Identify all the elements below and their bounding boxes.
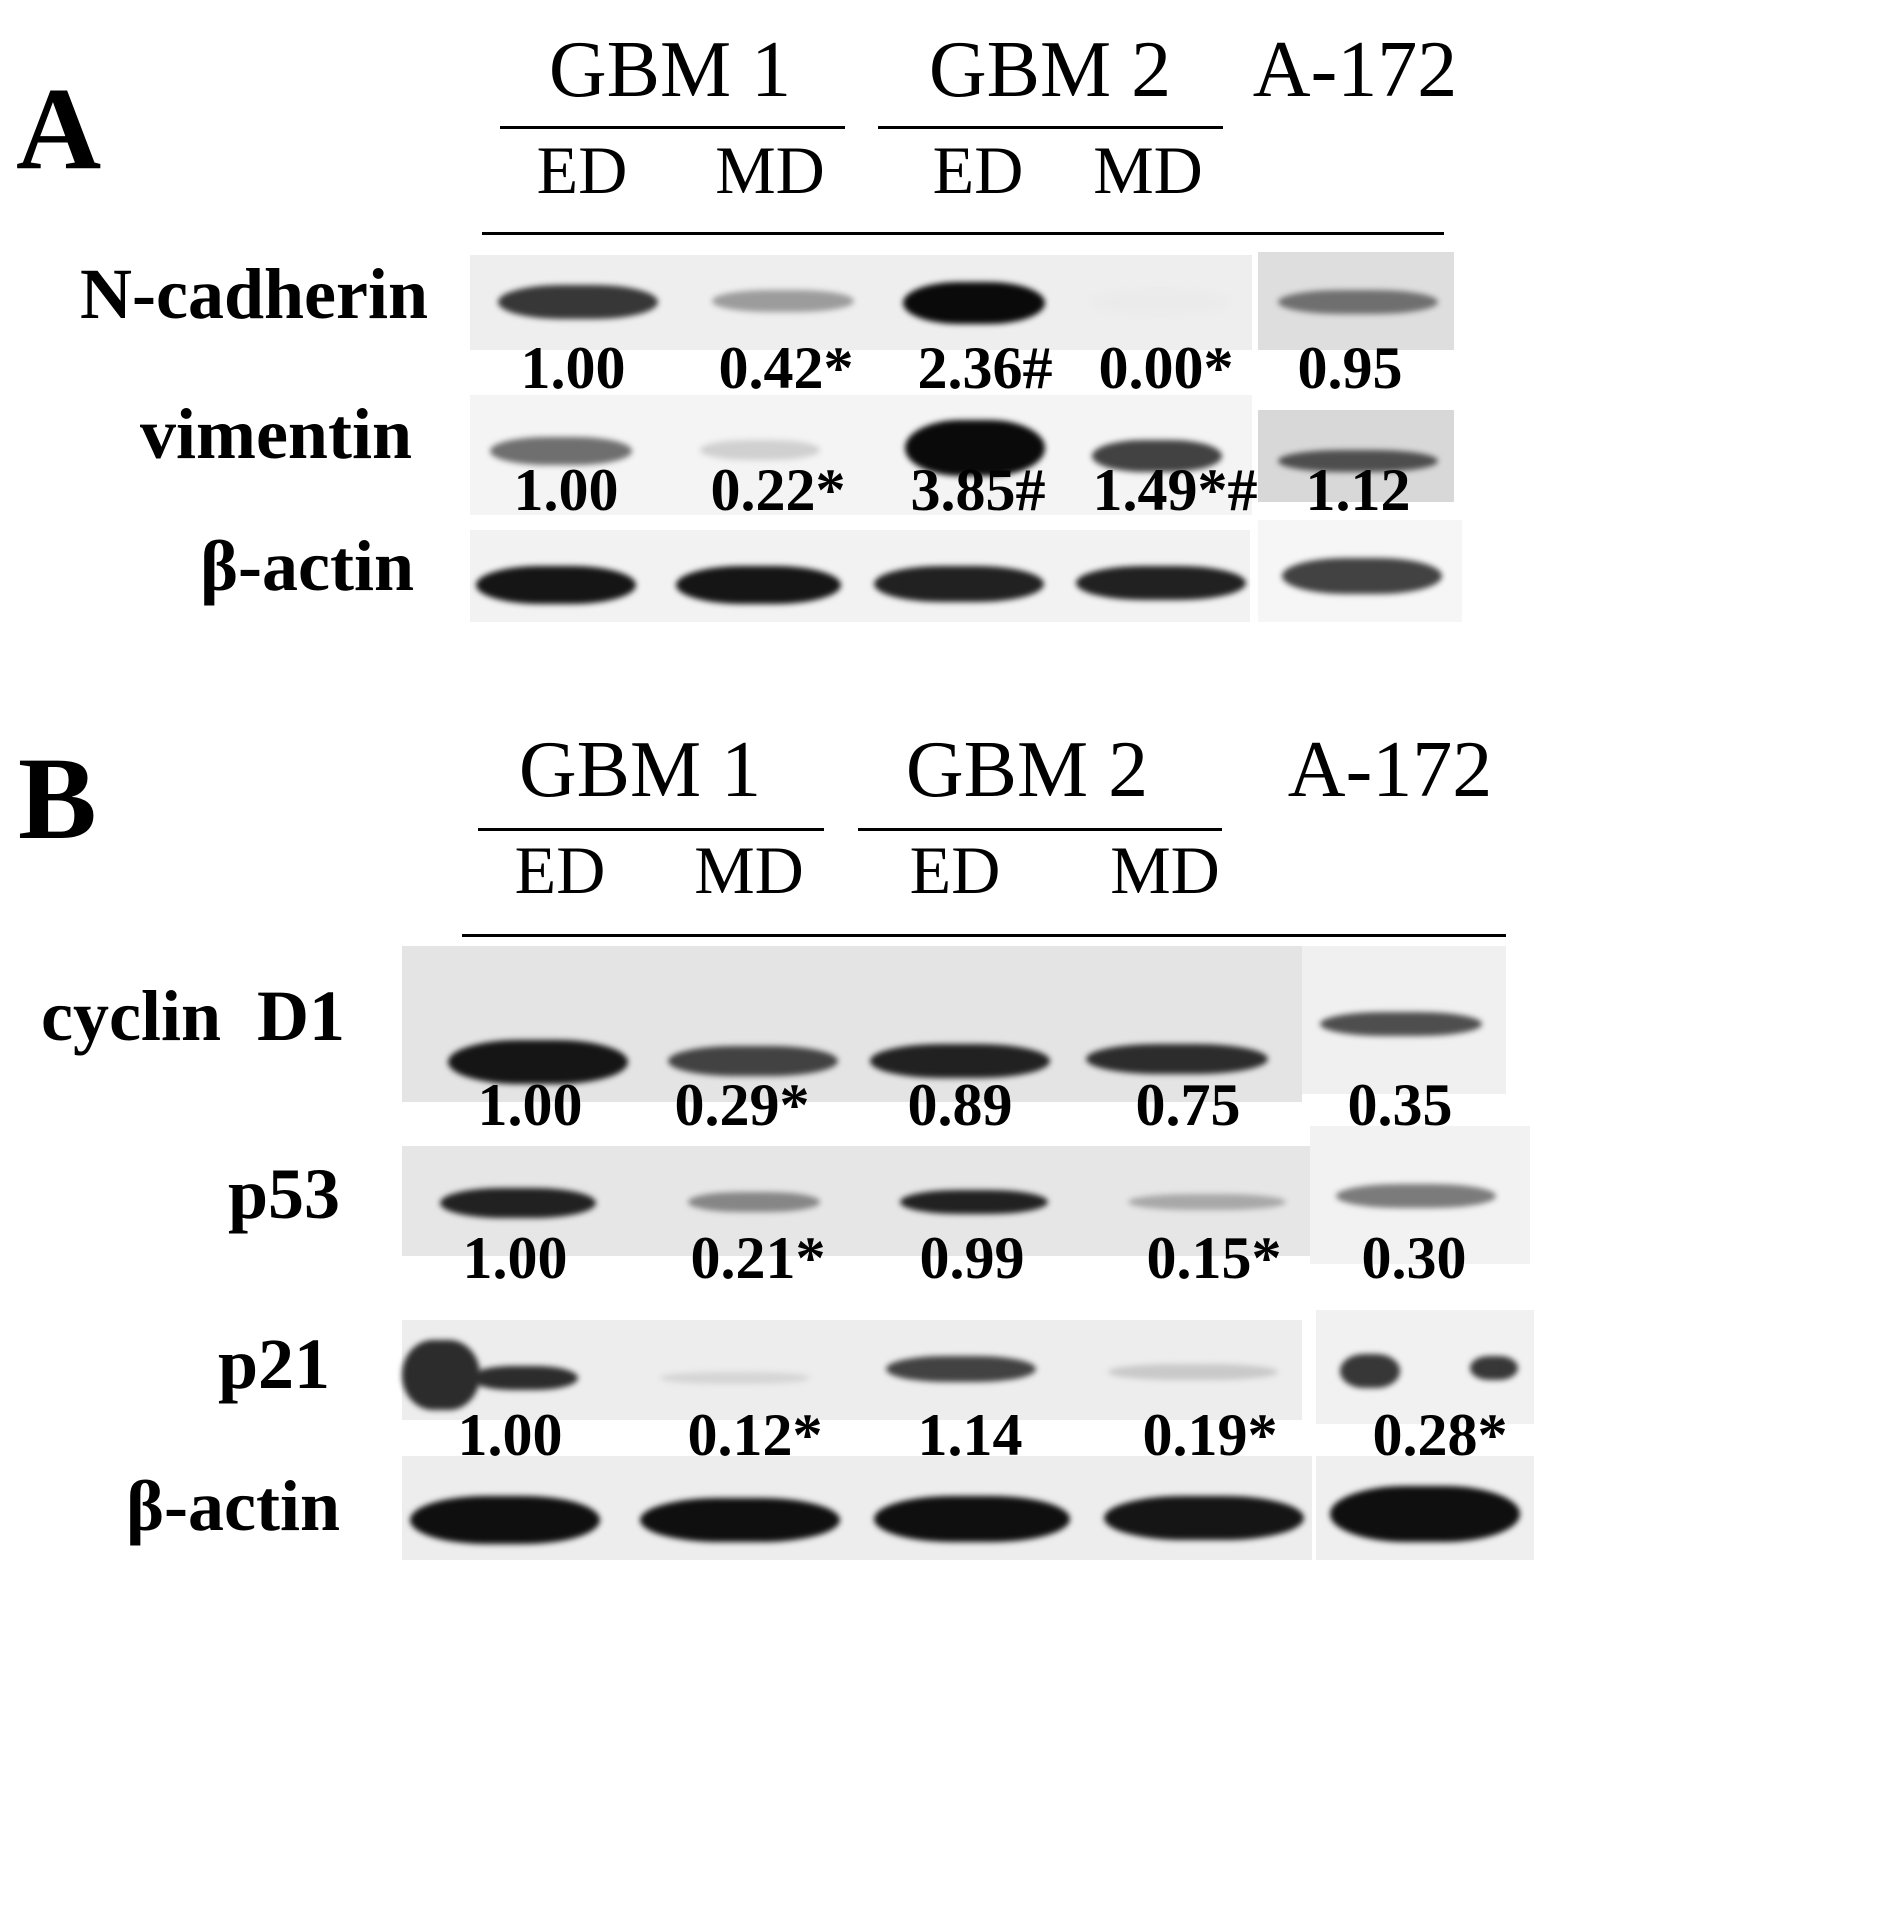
value-label-b-cyclind1-0: 1.00 [477, 1072, 583, 1138]
lane-label-a-gbm1-md: MD [715, 132, 825, 208]
value-label-a-vimentin-4: 1.12 [1305, 457, 1411, 523]
band [490, 437, 632, 465]
band [1320, 1012, 1482, 1036]
value-label-a-vimentin-3: 1.49*# [1092, 457, 1258, 523]
value-label-a-ncadherin-4: 0.95 [1297, 335, 1403, 401]
value-label-a-vimentin-1: 0.22* [710, 457, 846, 523]
protein-label-b-bactin: β-actin [126, 1466, 340, 1546]
value-label-a-ncadherin-1: 0.42* [718, 335, 854, 401]
value-label-a-ncadherin-3: 0.00* [1098, 335, 1234, 401]
band [1086, 1044, 1268, 1074]
band [1090, 290, 1230, 314]
band [900, 1190, 1048, 1214]
band [903, 282, 1045, 324]
protein-label-a-ncadherin: N-cadherin [80, 254, 428, 334]
band [1128, 1194, 1286, 1210]
protein-label-a-bactin: β-actin [200, 526, 414, 606]
value-label-b-p21-0: 1.00 [457, 1402, 563, 1468]
value-label-b-cyclind1-1: 0.29* [674, 1072, 810, 1138]
protein-label-a-vimentin: vimentin [139, 394, 412, 474]
band [440, 1188, 596, 1218]
band [1104, 1496, 1304, 1540]
lane-label-a-gbm2-ed: ED [932, 132, 1024, 208]
protein-label-b-p53: p53 [227, 1154, 340, 1234]
band [1336, 1184, 1496, 1208]
band [448, 1040, 628, 1084]
lane-header-rule-b [462, 934, 1506, 937]
group-label-b-a172: A-172 [1287, 726, 1493, 814]
band [498, 285, 658, 319]
band [1092, 440, 1222, 472]
band [640, 1498, 840, 1542]
group-underline-b-gbm1 [478, 828, 824, 831]
panel-letter-a: A [16, 63, 102, 194]
band [870, 1044, 1050, 1078]
value-label-a-ncadherin-0: 1.00 [520, 335, 626, 401]
band [1278, 450, 1438, 472]
band [905, 420, 1045, 476]
band [712, 290, 854, 312]
band [1278, 290, 1438, 314]
band [402, 1340, 480, 1410]
band [668, 1046, 838, 1076]
group-underline-b-gbm2 [858, 828, 1222, 831]
value-label-b-cyclind1-4: 0.35 [1347, 1072, 1453, 1138]
value-label-b-p53-1: 0.21* [690, 1225, 826, 1291]
value-label-b-p53-3: 0.15* [1146, 1225, 1282, 1291]
value-label-a-vimentin-0: 1.00 [513, 457, 619, 523]
band [476, 566, 636, 604]
value-label-b-p21-3: 0.19* [1142, 1402, 1278, 1468]
value-label-b-p53-0: 1.00 [462, 1225, 568, 1291]
lane-label-b-gbm1-ed: ED [514, 832, 606, 908]
lane-label-b-gbm2-md: MD [1110, 832, 1220, 908]
group-underline-a-gbm1 [500, 126, 845, 129]
band [470, 1366, 578, 1390]
lane-label-a-gbm1-ed: ED [536, 132, 628, 208]
band [410, 1496, 600, 1544]
group-label-a-gbm2: GBM 2 [928, 26, 1172, 114]
band [1470, 1356, 1518, 1380]
lane-label-a-gbm2-md: MD [1093, 132, 1203, 208]
lane-label-b-gbm1-md: MD [694, 832, 804, 908]
band [874, 566, 1044, 602]
value-label-a-ncadherin-2: 2.36# [917, 335, 1053, 401]
band [1330, 1486, 1520, 1542]
value-label-b-p21-4: 0.28* [1372, 1402, 1508, 1468]
lane-label-b-gbm2-ed: ED [909, 832, 1001, 908]
group-label-b-gbm1: GBM 1 [518, 726, 762, 814]
panel-letter-b: B [18, 733, 97, 864]
band [1282, 558, 1442, 594]
band [886, 1356, 1036, 1382]
value-label-b-p21-2: 1.14 [917, 1402, 1023, 1468]
band [1076, 566, 1246, 600]
value-label-b-p53-2: 0.99 [919, 1225, 1025, 1291]
value-label-b-cyclind1-3: 0.75 [1135, 1072, 1241, 1138]
value-label-b-p21-1: 0.12* [687, 1402, 823, 1468]
value-label-b-cyclind1-2: 0.89 [907, 1072, 1013, 1138]
band [660, 1372, 810, 1384]
band [700, 440, 820, 460]
band [1108, 1364, 1278, 1380]
lane-header-rule-a [482, 232, 1444, 235]
group-label-a-gbm1: GBM 1 [548, 26, 792, 114]
group-underline-a-gbm2 [878, 126, 1223, 129]
group-label-b-gbm2: GBM 2 [905, 726, 1149, 814]
band [1340, 1354, 1400, 1388]
protein-label-b-p21: p21 [217, 1324, 330, 1404]
band [688, 1192, 820, 1212]
band [676, 566, 841, 604]
band [874, 1496, 1070, 1542]
protein-label-b-cyclind1: cyclin D1 [41, 976, 345, 1056]
value-label-b-p53-4: 0.30 [1361, 1225, 1467, 1291]
value-label-a-vimentin-2: 3.85# [910, 457, 1046, 523]
group-label-a-a172: A-172 [1252, 26, 1458, 114]
